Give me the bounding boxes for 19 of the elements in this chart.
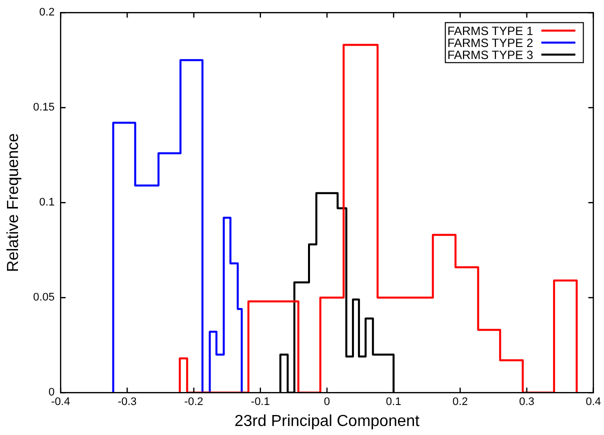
x-tick-label: -0.4: [51, 396, 70, 408]
x-tick-label: 0.4: [586, 396, 602, 408]
y-tick-label: 0.15: [33, 102, 55, 114]
x-tick-label: 0.3: [519, 396, 534, 408]
legend-label: FARMS TYPE 1: [447, 24, 534, 38]
y-tick-label: 0.1: [39, 196, 55, 209]
x-tick-label: -0.2: [184, 396, 204, 408]
y-tick-label: 0.05: [33, 292, 55, 304]
x-tick-label: -0.1: [250, 396, 270, 408]
legend-label: FARMS TYPE 2: [447, 36, 534, 50]
x-tick-label: 0: [324, 396, 330, 408]
x-tick-label: 0.2: [452, 396, 468, 408]
legend-label: FARMS TYPE 3: [447, 48, 534, 62]
x-tick-label: 0.1: [386, 396, 402, 408]
y-tick-label: 0.2: [39, 6, 55, 19]
x-axis-title: 23rd Principal Component: [234, 412, 420, 430]
x-tick-label: -0.3: [118, 396, 137, 408]
y-axis-title: Relative Frequence: [5, 133, 22, 272]
y-tick-label: 0: [48, 386, 55, 399]
